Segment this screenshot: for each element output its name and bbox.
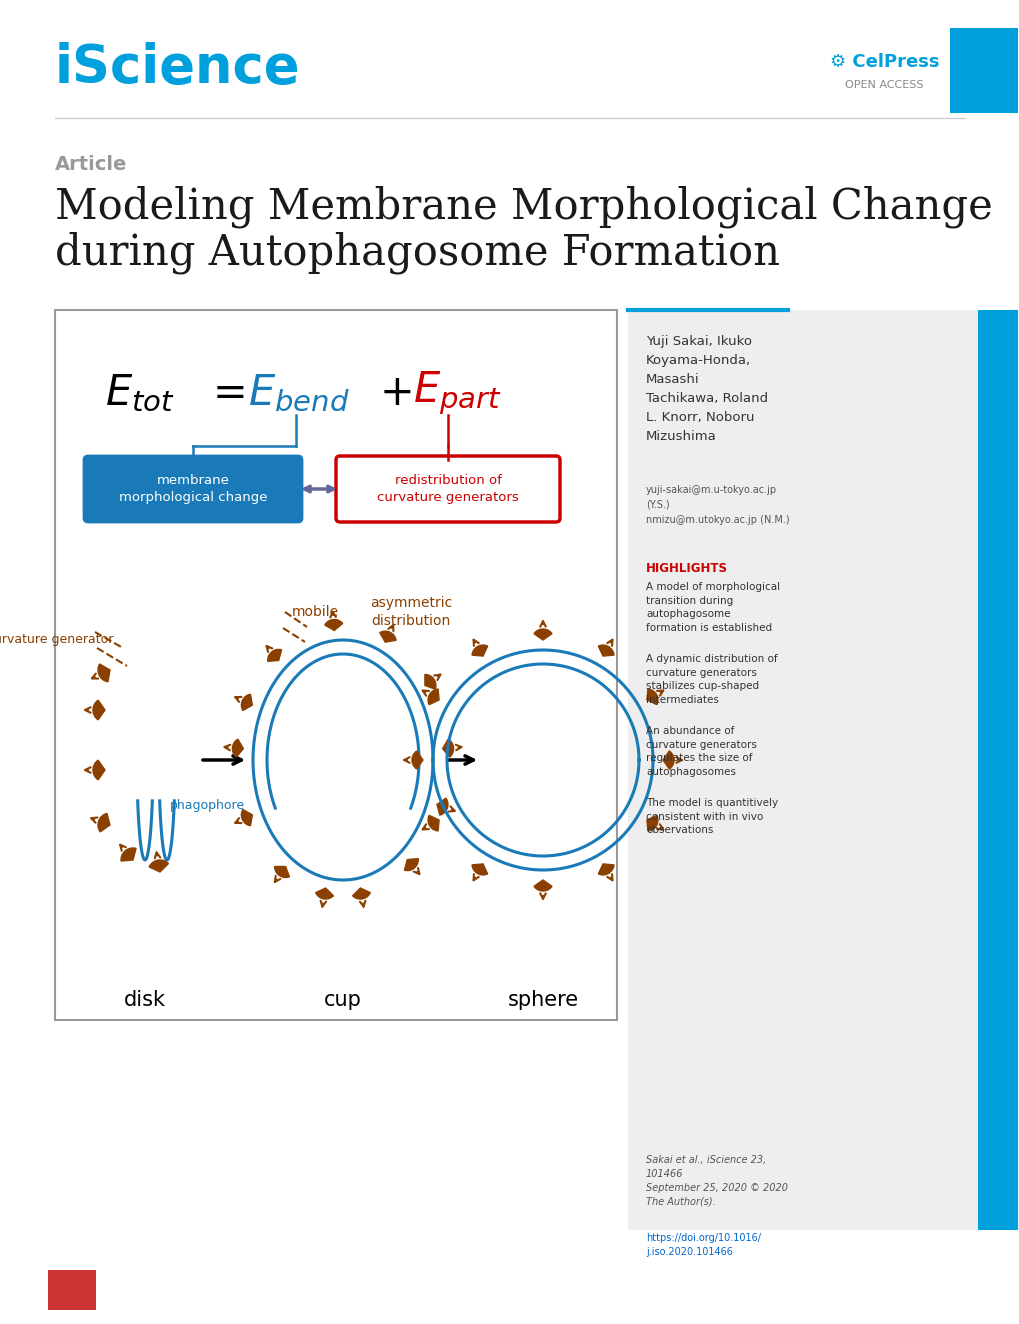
Wedge shape: [315, 888, 333, 899]
Text: redistribution of
curvature generators: redistribution of curvature generators: [377, 474, 519, 504]
Text: iScience: iScience: [55, 42, 301, 94]
Text: curvature generator: curvature generator: [0, 633, 113, 646]
Text: $E_{part}$: $E_{part}$: [413, 369, 501, 417]
Text: $E_{tot}$: $E_{tot}$: [105, 372, 174, 414]
Text: yuji-sakai@m.u-tokyo.ac.jp
(Y.S.)
nmizu@m.utokyo.ac.jp (N.M.): yuji-sakai@m.u-tokyo.ac.jp (Y.S.) nmizu@…: [645, 485, 789, 524]
Text: OPEN ACCESS: OPEN ACCESS: [844, 79, 922, 90]
Text: +: +: [380, 372, 415, 414]
Text: The model is quantitively
consistent with in vivo
observations: The model is quantitively consistent wit…: [645, 798, 777, 835]
Wedge shape: [405, 859, 418, 871]
FancyBboxPatch shape: [84, 455, 302, 522]
Wedge shape: [149, 861, 168, 873]
Text: Yuji Sakai, Ikuko
Koyama-Honda,
Masashi
Tachikawa, Roland
L. Knorr, Noboru
Mizus: Yuji Sakai, Ikuko Koyama-Honda, Masashi …: [645, 335, 767, 444]
Wedge shape: [93, 760, 105, 780]
Wedge shape: [472, 645, 487, 657]
Text: HIGHLIGHTS: HIGHLIGHTS: [645, 561, 728, 575]
Bar: [949, 28, 1017, 113]
Text: Modeling Membrane Morphological Change: Modeling Membrane Morphological Change: [55, 185, 991, 228]
Wedge shape: [98, 665, 110, 682]
Text: asymmetric
distribution: asymmetric distribution: [370, 596, 451, 628]
Wedge shape: [442, 739, 453, 757]
Wedge shape: [93, 700, 105, 720]
Text: https://doi.org/10.1016/
j.iso.2020.101466: https://doi.org/10.1016/ j.iso.2020.1014…: [645, 1233, 760, 1256]
Wedge shape: [121, 847, 136, 861]
FancyBboxPatch shape: [55, 310, 616, 1019]
Wedge shape: [353, 888, 370, 899]
Wedge shape: [534, 880, 551, 891]
Wedge shape: [232, 739, 244, 757]
Text: $E_{bend}$: $E_{bend}$: [248, 372, 350, 414]
Text: Article: Article: [55, 155, 127, 173]
Bar: [977, 310, 1017, 1230]
Wedge shape: [428, 816, 438, 831]
Wedge shape: [242, 694, 252, 711]
Text: phagophore: phagophore: [170, 798, 245, 812]
Text: A dynamic distribution of
curvature generators
stabilizes cup-shaped
intermediat: A dynamic distribution of curvature gene…: [645, 654, 776, 704]
Text: disk: disk: [124, 990, 166, 1010]
Text: membrane
morphological change: membrane morphological change: [118, 474, 267, 504]
Wedge shape: [242, 809, 252, 826]
Bar: [48, 1270, 96, 1309]
Wedge shape: [425, 674, 435, 690]
Text: cup: cup: [324, 990, 362, 1010]
Text: A model of morphological
transition during
autophagosome
formation is establishe: A model of morphological transition duri…: [645, 583, 780, 633]
Bar: [628, 310, 1019, 1230]
Wedge shape: [98, 813, 110, 831]
FancyBboxPatch shape: [335, 455, 559, 522]
Wedge shape: [646, 688, 657, 704]
Wedge shape: [472, 865, 487, 875]
Wedge shape: [324, 620, 342, 630]
Wedge shape: [662, 751, 674, 769]
Text: Sakai et al., iScience 23,
101466
September 25, 2020 © 2020
The Author(s).: Sakai et al., iScience 23, 101466 Septem…: [645, 1155, 788, 1207]
Wedge shape: [598, 865, 613, 875]
Wedge shape: [436, 798, 447, 816]
Text: An abundance of
curvature generators
regulates the size of
autophagosomes: An abundance of curvature generators reg…: [645, 726, 756, 777]
Wedge shape: [646, 816, 657, 831]
Wedge shape: [379, 632, 395, 642]
Text: sphere: sphere: [506, 990, 578, 1010]
Wedge shape: [274, 866, 289, 878]
Text: ⚙ CelPress: ⚙ CelPress: [829, 53, 938, 71]
Wedge shape: [598, 645, 613, 657]
Wedge shape: [534, 629, 551, 639]
Text: mobile: mobile: [291, 605, 338, 620]
Text: =: =: [213, 372, 248, 414]
Text: during Autophagosome Formation: during Autophagosome Formation: [55, 232, 780, 274]
Wedge shape: [428, 688, 438, 704]
Wedge shape: [267, 649, 281, 662]
Wedge shape: [412, 751, 423, 769]
